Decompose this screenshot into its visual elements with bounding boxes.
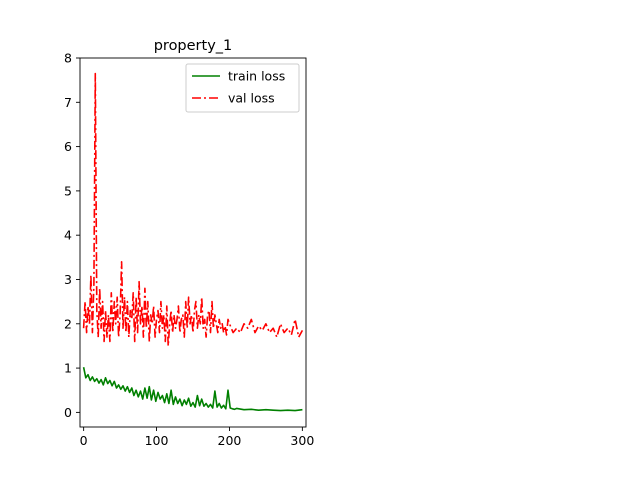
y-tick-label: 5: [64, 183, 72, 198]
x-tick-label: 100: [145, 433, 169, 448]
x-tick-label: 0: [80, 433, 88, 448]
axes: 0 100 200 300 0 1 2 3 4 5 6 7 8: [64, 51, 314, 449]
y-tick-label: 2: [64, 316, 72, 331]
legend-label: train loss: [228, 69, 285, 84]
y-tick-label: 4: [64, 228, 72, 243]
plot-frame: [79, 57, 307, 428]
series-line-val-loss: [82, 72, 304, 347]
y-tick-label: 3: [64, 272, 72, 287]
x-tick-label: 200: [218, 433, 242, 448]
y-tick-label: 1: [64, 361, 72, 376]
y-tick-label: 7: [64, 95, 72, 110]
y-tick-label: 6: [64, 139, 72, 154]
legend-label: val loss: [228, 91, 275, 106]
chart-title: property_1: [154, 38, 233, 54]
plot-series: [82, 72, 304, 412]
series-line-train-loss: [82, 367, 303, 412]
y-tick-label: 8: [64, 51, 72, 66]
legend: train loss val loss: [185, 63, 300, 113]
y-tick-label: 0: [64, 405, 72, 420]
x-tick-label: 300: [290, 433, 314, 448]
